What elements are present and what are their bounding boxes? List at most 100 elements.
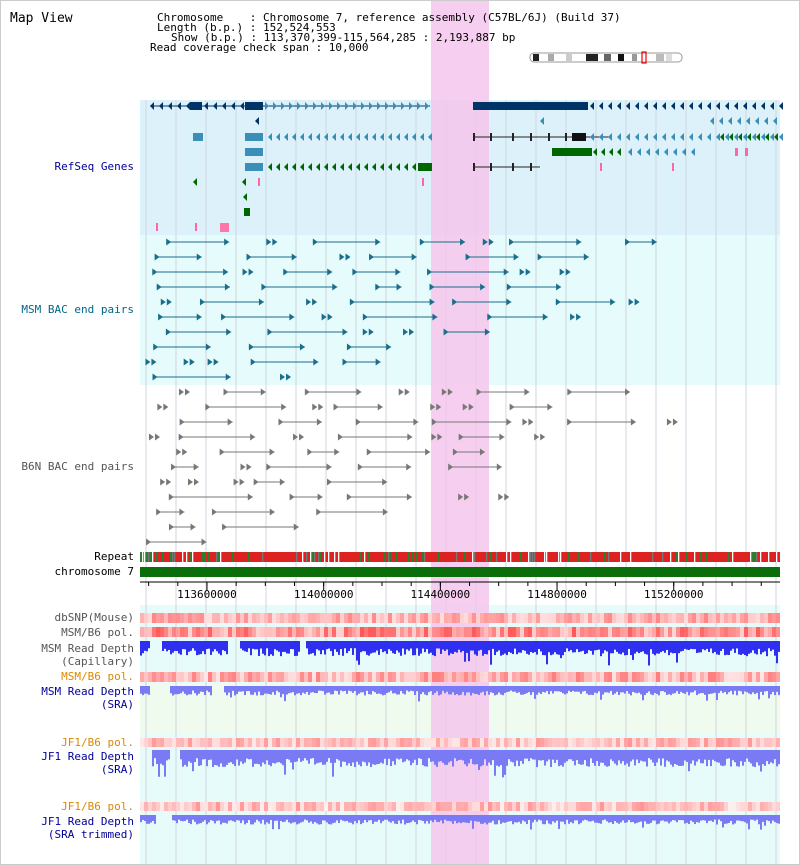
dbsnp-strip-cell (712, 613, 716, 623)
msm-depth-capillary-hist-bar (184, 641, 186, 650)
jf1-depth-sra-hist-bar (194, 750, 196, 763)
msm-depth-capillary-hist-bar (720, 641, 722, 652)
jf1-depth-sra-hist-bar (722, 750, 724, 767)
track-label-msm-bac[interactable]: MSM BAC end pairs (21, 303, 134, 316)
jf1-depth-sra-hist-bar (374, 750, 376, 765)
msm-depth-sra-hist-bar (200, 686, 202, 692)
track-label-jf1-depth-trimmed[interactable]: JF1 Read Depth (41, 815, 134, 828)
jf1-depth-trimmed-hist-bar (282, 815, 284, 823)
msm-pol-strip-1-cell (580, 627, 584, 637)
msm-depth-capillary-hist-bar (446, 641, 448, 650)
jf1-pol-strip-1-cell (396, 738, 400, 747)
repeat-element (368, 552, 370, 562)
repeat-element (754, 552, 756, 562)
jf1-pol-strip-2-cell (716, 802, 720, 811)
gene-strand-arrow (747, 133, 751, 141)
gene-strand-arrow (300, 163, 304, 171)
jf1-depth-trimmed-hist-bar (404, 815, 406, 825)
msm-depth-capillary-hist-bar (670, 641, 672, 653)
jf1-depth-trimmed-hist-bar (316, 815, 318, 824)
jf1-pol-strip-2-cell (720, 802, 724, 811)
track-label-b6n-bac[interactable]: B6N BAC end pairs (21, 460, 134, 473)
dbsnp-strip-cell (468, 613, 472, 623)
jf1-pol-strip-2-cell (264, 802, 268, 811)
jf1-pol-strip-2-cell (372, 802, 376, 811)
msm-pol-strip-2-cell (472, 672, 476, 682)
dbsnp-strip-cell (212, 613, 216, 623)
b6n-bac-pair-end (356, 388, 362, 396)
msm-depth-sra-hist-bar (586, 686, 588, 694)
jf1-pol-strip-2-cell (620, 802, 624, 811)
track-label-jf1-pol-1[interactable]: JF1/B6 pol. (61, 736, 134, 749)
msm-pol-strip-2-cell (532, 672, 536, 682)
gene-strand-arrow (404, 163, 408, 171)
dbsnp-strip-cell (248, 613, 252, 623)
msm-pol-strip-1-cell (236, 627, 240, 637)
msm-pol-strip-2-cell (724, 672, 728, 682)
msm-depth-sra-hist-bar (144, 686, 146, 694)
msm-depth-capillary-hist-bar (378, 641, 380, 655)
jf1-depth-trimmed-hist-bar (754, 815, 756, 821)
track-label-chromosome[interactable]: chromosome 7 (54, 565, 134, 578)
track-label-refseq-genes[interactable]: RefSeq Genes (54, 160, 134, 173)
track-label-repeat[interactable]: Repeat (94, 550, 134, 563)
msm-pol-strip-1-cell (516, 627, 520, 637)
dbsnp-strip-cell (628, 613, 632, 623)
jf1-pol-strip-1-cell (720, 738, 724, 747)
jf1-depth-sra-hist-bar (156, 750, 158, 765)
jf1-pol-strip-1-cell (496, 738, 500, 747)
jf1-pol-strip-1-cell (200, 738, 204, 747)
msm-depth-capillary-hist-bar (600, 641, 602, 657)
msm-pol-strip-1-cell (464, 627, 468, 637)
b6n-bac-pair-end (233, 478, 239, 486)
jf1-depth-trimmed-hist-bar (370, 815, 372, 821)
msm-depth-capillary-hist-bar (380, 641, 382, 650)
jf1-pol-strip-2-cell (420, 802, 424, 811)
jf1-depth-trimmed-hist-bar (592, 815, 594, 821)
track-label-jf1-pol-2[interactable]: JF1/B6 pol. (61, 800, 134, 813)
msm-depth-sra-hist-bar (246, 686, 248, 692)
track-label-msm-depth-sra[interactable]: MSM Read Depth (41, 685, 134, 698)
dbsnp-strip-cell (228, 613, 232, 623)
jf1-pol-strip-1-cell (672, 738, 676, 747)
msm-depth-sra-hist-bar (202, 686, 204, 692)
jf1-pol-strip-1-cell (340, 738, 344, 747)
msm-depth-sra-hist-bar (778, 686, 780, 696)
dbsnp-strip-cell (244, 613, 248, 623)
msm-depth-sra-hist-bar (312, 686, 314, 693)
msm-pol-strip-1-cell (260, 627, 264, 637)
gene-strand-arrow (655, 148, 659, 156)
msm-pol-strip-1-cell (476, 627, 480, 637)
repeat-element (204, 552, 206, 562)
msm-depth-capillary-hist-bar (718, 641, 720, 655)
jf1-pol-strip-2-cell (672, 802, 676, 811)
jf1-depth-sra-hist-bar (676, 750, 678, 765)
track-label-msm-pol-1[interactable]: MSM/B6 pol. (61, 626, 134, 639)
jf1-depth-sra-hist-bar (482, 750, 484, 766)
map-view-title: Map View (10, 11, 73, 26)
jf1-pol-strip-1-cell (580, 738, 584, 747)
track-label-msm-depth-capillary[interactable]: MSM Read Depth (41, 642, 134, 655)
gene-strand-arrow (646, 148, 650, 156)
msm-depth-sra-hist-bar (146, 686, 148, 694)
jf1-depth-trimmed-hist-bar (326, 815, 328, 823)
jf1-depth-sra-hist-bar (310, 750, 312, 759)
jf1-pol-strip-2-cell (592, 802, 596, 811)
gene-strand-arrow (289, 102, 293, 110)
msm-depth-capillary-hist-bar (564, 641, 566, 653)
msm-depth-sra-hist-bar (606, 686, 608, 693)
jf1-pol-strip-1-cell (680, 738, 684, 747)
msm-pol-strip-1-cell (596, 627, 600, 637)
repeat-element (396, 552, 398, 562)
b6n-bac-pair-end (154, 433, 160, 441)
jf1-depth-trimmed-hist-bar (738, 815, 740, 821)
track-label-msm-pol-2[interactable]: MSM/B6 pol. (61, 670, 134, 683)
msm-depth-sra-hist-bar (328, 686, 330, 693)
jf1-depth-sra-hist-bar (166, 750, 168, 761)
track-label-jf1-depth-sra[interactable]: JF1 Read Depth (41, 750, 134, 763)
msm-pol-strip-2-cell (320, 672, 324, 682)
gene-strand-arrow (412, 133, 416, 141)
track-label-dbsnp[interactable]: dbSNP(Mouse) (54, 611, 134, 624)
msm-pol-strip-1-cell (152, 627, 156, 637)
